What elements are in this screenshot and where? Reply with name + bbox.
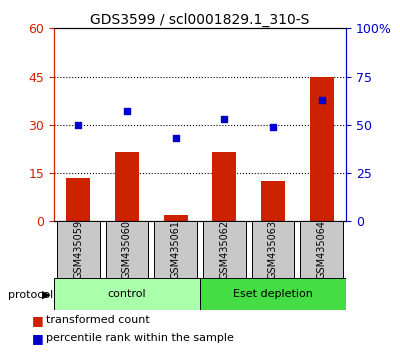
Point xyxy=(124,108,130,114)
Text: ■: ■ xyxy=(32,332,44,344)
Text: ▶: ▶ xyxy=(42,290,50,299)
Point xyxy=(75,122,82,128)
Point xyxy=(270,124,276,130)
FancyBboxPatch shape xyxy=(57,221,100,278)
Point xyxy=(221,116,228,122)
Bar xyxy=(66,178,90,221)
FancyBboxPatch shape xyxy=(154,221,197,278)
FancyBboxPatch shape xyxy=(252,221,294,278)
Text: GSM435061: GSM435061 xyxy=(171,220,181,279)
Text: GDS3599 / scl0001829.1_310-S: GDS3599 / scl0001829.1_310-S xyxy=(90,12,310,27)
Bar xyxy=(164,215,188,221)
FancyBboxPatch shape xyxy=(106,221,148,278)
Text: GSM435060: GSM435060 xyxy=(122,220,132,279)
Text: ■: ■ xyxy=(32,314,44,327)
Point xyxy=(172,136,179,141)
Text: GSM435063: GSM435063 xyxy=(268,220,278,279)
Text: GSM435062: GSM435062 xyxy=(219,220,229,279)
Bar xyxy=(261,181,285,221)
Point xyxy=(318,97,325,103)
Bar xyxy=(212,152,236,221)
FancyBboxPatch shape xyxy=(300,221,343,278)
Text: GSM435059: GSM435059 xyxy=(73,220,83,279)
Text: Eset depletion: Eset depletion xyxy=(233,289,313,299)
Text: GSM435064: GSM435064 xyxy=(317,220,327,279)
Bar xyxy=(310,76,334,221)
Bar xyxy=(115,152,139,221)
Bar xyxy=(200,278,346,310)
FancyBboxPatch shape xyxy=(203,221,246,278)
Text: percentile rank within the sample: percentile rank within the sample xyxy=(46,333,234,343)
Bar xyxy=(54,278,200,310)
Text: control: control xyxy=(108,289,146,299)
Text: protocol: protocol xyxy=(8,290,53,299)
Text: transformed count: transformed count xyxy=(46,315,150,325)
